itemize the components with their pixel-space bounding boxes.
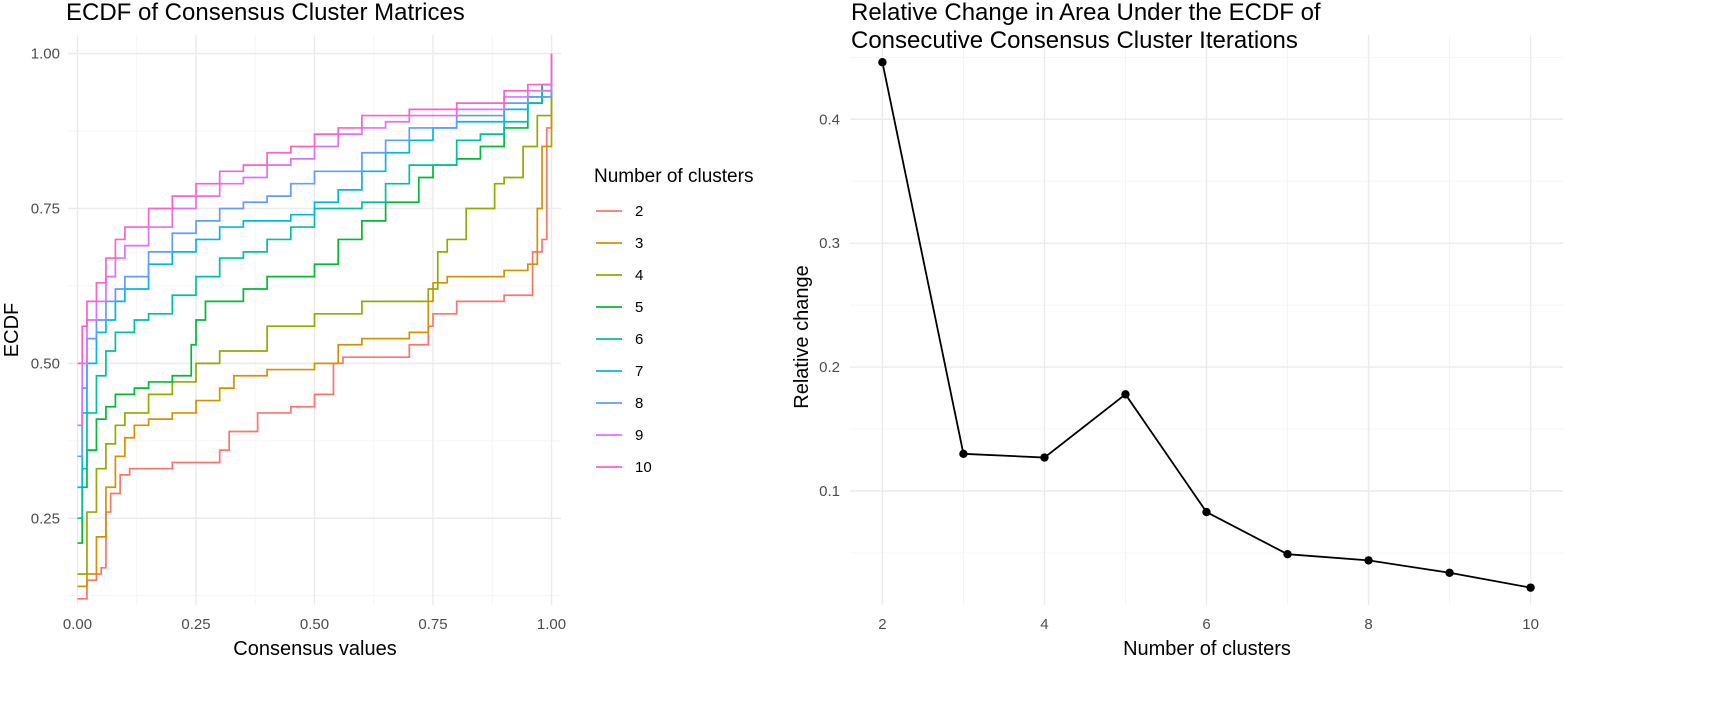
relative-change-x-tick-label: 4 xyxy=(1040,616,1048,633)
legend-label-7: 7 xyxy=(635,363,643,380)
ecdf-line-10 xyxy=(77,53,553,365)
ecdf-line-4 xyxy=(77,53,553,575)
ecdf-x-tick-label: 1.00 xyxy=(537,616,566,633)
ecdf-y-tick-label: 1.00 xyxy=(31,46,60,63)
legend-label-2: 2 xyxy=(635,203,643,220)
legend-item-2: 2 xyxy=(596,203,643,220)
relative-change-series xyxy=(878,58,1535,592)
legend-item-7: 7 xyxy=(596,363,643,380)
relative-change-y-tick-label: 0.3 xyxy=(819,235,840,252)
ecdf-y-tick-labels: 0.25 0.50 0.75 1.00 xyxy=(31,46,60,528)
relative-change-x-axis-title: Number of clusters xyxy=(1123,638,1291,660)
relative-change-title-line: Relative Change in Area Under the ECDF o… xyxy=(851,0,1321,26)
legend-title: Number of clusters xyxy=(594,166,753,187)
relative-change-x-tick-label: 10 xyxy=(1522,616,1539,633)
ecdf-x-axis-title: Consensus values xyxy=(233,638,396,660)
ecdf-x-tick-label: 0.00 xyxy=(63,616,92,633)
ecdf-y-tick-label: 0.25 xyxy=(31,510,60,527)
relative-change-point xyxy=(1364,556,1373,565)
legend-label-8: 8 xyxy=(635,395,643,412)
relative-change-y-axis-title: Relative change xyxy=(791,265,813,408)
relative-change-y-tick-label: 0.2 xyxy=(819,359,840,376)
legend-label-3: 3 xyxy=(635,235,643,252)
relative-change-point xyxy=(1445,568,1454,577)
relative-change-x-tick-label: 2 xyxy=(878,616,886,633)
legend-item-9: 9 xyxy=(596,427,643,444)
legend-item-10: 10 xyxy=(596,459,652,476)
ecdf-line-5 xyxy=(77,53,553,544)
relative-change-y-tick-label: 0.4 xyxy=(819,111,840,128)
relative-change-x-tick-label: 6 xyxy=(1202,616,1210,633)
ecdf-line-8 xyxy=(77,53,553,458)
relative-change-title-line: Consecutive Consensus Cluster Iterations xyxy=(851,27,1298,54)
legend-items: 2 3 4 5 6 7 8 9 10 xyxy=(596,203,652,476)
legend-label-6: 6 xyxy=(635,331,643,348)
ecdf-x-tick-label: 0.75 xyxy=(418,616,447,633)
relative-change-point xyxy=(1526,583,1535,592)
relative-change-panel: 2 4 6 8 10 0.1 0.2 0.3 0.4 Relative Change in A… xyxy=(791,0,1563,660)
ecdf-series-lines xyxy=(77,53,553,600)
relative-change-point xyxy=(1202,507,1211,517)
legend: Number of clusters 2 3 4 5 6 7 8 9 10 xyxy=(594,166,753,476)
ecdf-y-axis-title: ECDF xyxy=(1,303,23,357)
ecdf-x-tick-labels: 0.00 0.25 0.50 0.75 1.00 xyxy=(63,616,566,633)
ecdf-x-tick-label: 0.25 xyxy=(181,616,210,633)
ecdf-line-9 xyxy=(77,53,553,427)
relative-change-point xyxy=(1040,453,1049,462)
relative-change-point xyxy=(959,449,968,459)
relative-change-point xyxy=(1283,549,1292,559)
legend-label-10: 10 xyxy=(635,459,652,476)
legend-label-5: 5 xyxy=(635,299,643,316)
relative-change-grid xyxy=(850,35,1563,605)
legend-item-5: 5 xyxy=(596,299,643,316)
relative-change-chart-title: Relative Change in Area Under the ECDF o… xyxy=(851,0,1321,54)
legend-label-4: 4 xyxy=(635,267,643,284)
ecdf-line-3 xyxy=(77,53,553,588)
legend-item-4: 4 xyxy=(596,267,643,284)
relative-change-y-tick-label: 0.1 xyxy=(819,483,840,500)
ecdf-panel: 0.00 0.25 0.50 0.75 1.00 0.25 0.50 0.75 1.00 EC… xyxy=(1,0,753,660)
ecdf-y-tick-label: 0.75 xyxy=(31,200,60,217)
ecdf-y-tick-label: 0.50 xyxy=(31,355,60,372)
legend-item-6: 6 xyxy=(596,331,643,348)
relative-change-y-tick-labels: 0.1 0.2 0.3 0.4 xyxy=(819,111,840,500)
relative-change-point xyxy=(878,58,887,67)
legend-item-8: 8 xyxy=(596,395,643,412)
ecdf-line-6 xyxy=(77,53,553,520)
legend-item-3: 3 xyxy=(596,235,643,252)
ecdf-x-tick-label: 0.50 xyxy=(300,616,329,633)
relative-change-x-tick-label: 8 xyxy=(1364,616,1372,633)
relative-change-x-tick-labels: 2 4 6 8 10 xyxy=(878,616,1539,633)
ecdf-chart-title: ECDF of Consensus Cluster Matrices xyxy=(66,0,465,26)
relative-change-point xyxy=(1121,390,1130,399)
legend-label-9: 9 xyxy=(635,427,643,444)
